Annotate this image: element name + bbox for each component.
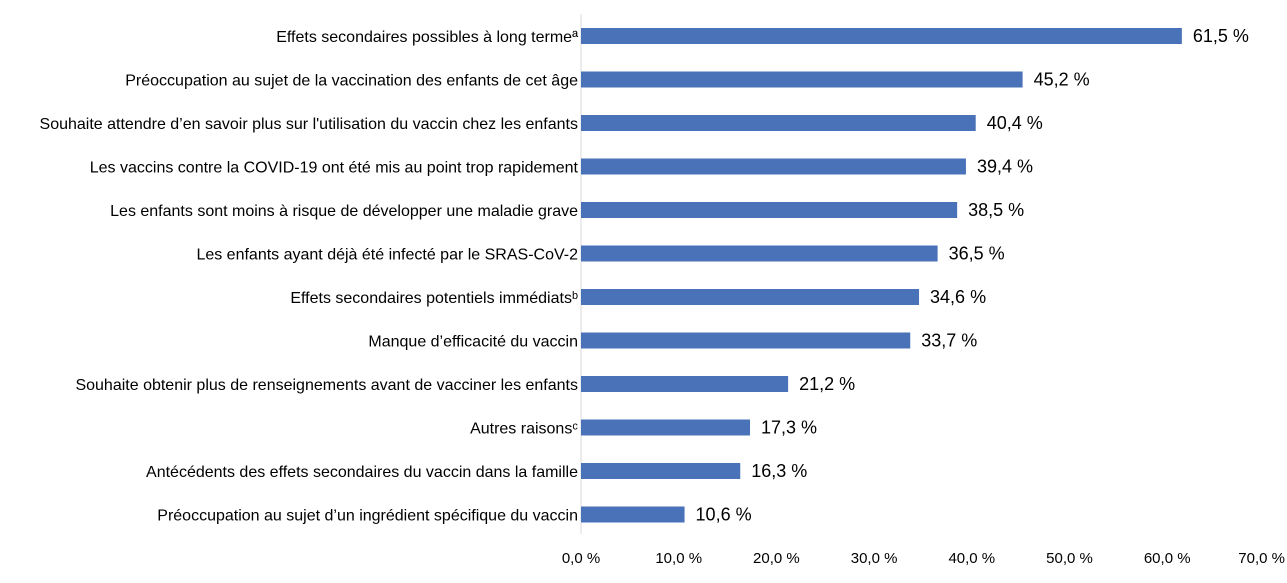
bar: [581, 71, 1023, 88]
bar: [581, 332, 911, 349]
x-tick-label: 10,0 %: [655, 550, 702, 567]
category-label: Préoccupation au sujet de la vaccination…: [125, 73, 578, 90]
category-label: Préoccupation au sujet d’un ingrédient s…: [157, 508, 578, 525]
category-label: Les enfants ayant déjà été infecté par l…: [196, 247, 578, 264]
category-label: Souhaite attendre d’en savoir plus sur l…: [40, 116, 578, 133]
bar: [581, 245, 938, 262]
bar: [581, 28, 1182, 44]
x-tick-label: 0,0 %: [562, 550, 600, 567]
data-label: 40,4 %: [987, 113, 1043, 133]
x-tick-label: 60,0 %: [1144, 550, 1191, 567]
bar: [581, 506, 685, 523]
x-tick-label: 40,0 %: [948, 550, 995, 567]
category-label: Les enfants sont moins à risque de dével…: [110, 203, 578, 220]
category-label: Effets secondaires potentiels immédiatsᵇ: [290, 290, 578, 307]
category-labels: Effets secondaires possibles à long term…: [40, 29, 579, 525]
x-tick-label: 70,0 %: [1238, 550, 1285, 567]
bars: [581, 28, 1182, 523]
category-label: Manque d’efficacité du vaccin: [368, 334, 578, 351]
data-label: 17,3 %: [761, 418, 817, 438]
bar: [581, 158, 966, 175]
data-label: 39,4 %: [977, 157, 1033, 177]
category-label: Effets secondaires possibles à long term…: [276, 29, 578, 46]
x-tick-label: 30,0 %: [851, 550, 898, 567]
bar: [581, 463, 741, 479]
data-label: 16,3 %: [751, 461, 807, 481]
data-label: 36,5 %: [949, 244, 1005, 264]
category-label: Autres raisonsᶜ: [470, 421, 578, 438]
data-label: 45,2 %: [1034, 70, 1090, 90]
x-tick-label: 50,0 %: [1046, 550, 1093, 567]
category-label: Les vaccins contre la COVID-19 ont été m…: [90, 160, 579, 177]
bar: [581, 115, 976, 131]
x-axis-tick-labels: 0,0 % 10,0 % 20,0 % 30,0 % 40,0 % 50,0 % 60,0 …: [562, 550, 1285, 567]
bar: [581, 376, 789, 392]
data-label: 38,5 %: [968, 200, 1024, 220]
data-labels: 61,5 % 45,2 % 40,4 % 39,4 % 38,5 % 36,5 % 34,6…: [696, 26, 1249, 525]
data-label: 21,2 %: [799, 374, 855, 394]
data-label: 10,6 %: [696, 505, 752, 525]
category-label: Antécédents des effets secondaires du va…: [146, 464, 578, 481]
data-label: 33,7 %: [921, 331, 977, 351]
bar: [581, 289, 920, 305]
bar: [581, 202, 958, 218]
x-tick-label: 20,0 %: [753, 550, 800, 567]
category-label: Souhaite obtenir plus de renseignements …: [75, 377, 578, 394]
data-label: 34,6 %: [930, 287, 986, 307]
data-label: 61,5 %: [1193, 26, 1249, 46]
bar: [581, 419, 751, 436]
